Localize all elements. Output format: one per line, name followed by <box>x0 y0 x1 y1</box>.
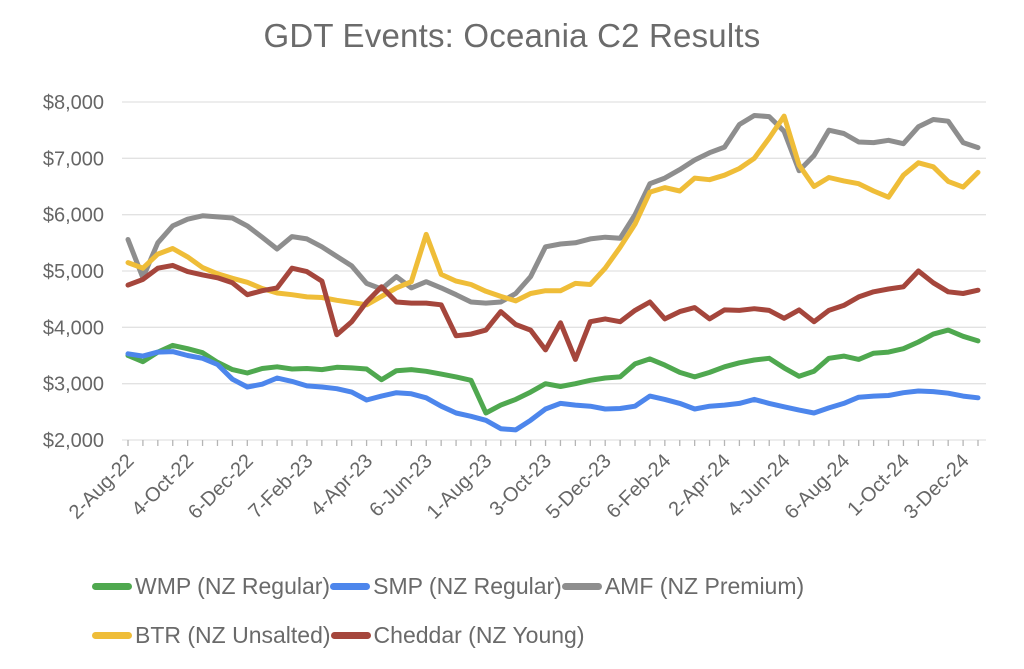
series-line-cheddar <box>125 262 981 362</box>
legend-item-smp: SMP (NZ Regular) <box>330 569 562 603</box>
y-axis-label-8000: $8,000 <box>43 92 104 114</box>
x-axis-label-3-Dec-24: 3-Dec-24 <box>900 450 974 524</box>
legend-swatch-cheddar <box>330 631 371 639</box>
x-axis-label-6-Aug-24: 6-Aug-24 <box>781 450 855 524</box>
y-axis-label-5000: $5,000 <box>43 261 104 283</box>
series-line-amf <box>125 113 981 306</box>
legend-label-wmp: WMP (NZ Regular) <box>135 572 331 599</box>
y-axis-label-4000: $4,000 <box>43 317 104 339</box>
y-axis-label-2000: $2,000 <box>43 430 104 452</box>
series-line-btr <box>125 113 981 308</box>
chart-legend: WMP (NZ Regular) SMP (NZ Regular) AMF (NZ … <box>92 569 976 652</box>
legend-item-btr: BTR (NZ Unsalted) <box>92 618 331 652</box>
x-axis-label-6-Dec-22: 6-Dec-22 <box>184 450 258 524</box>
x-axis-label-2-Apr-24: 2-Apr-24 <box>664 450 735 521</box>
x-axis-label-1-Aug-23: 1-Aug-23 <box>423 450 497 524</box>
y-axis-label-6000: $6,000 <box>43 205 104 227</box>
legend-label-amf: AMF (NZ Premium) <box>604 572 805 599</box>
legend-item-cheddar: Cheddar (NZ Young) <box>330 618 585 652</box>
x-axis-label-7-Feb-23: 7-Feb-23 <box>245 450 318 523</box>
x-axis-label-5-Dec-23: 5-Dec-23 <box>542 450 616 524</box>
series-line-wmp <box>125 327 981 416</box>
x-axis-label-6-Feb-24: 6-Feb-24 <box>602 450 675 523</box>
x-axis-label-2-Aug-22: 2-Aug-22 <box>65 450 139 524</box>
y-axis-label-3000: $3,000 <box>43 374 104 396</box>
series-line-smp <box>125 349 981 433</box>
x-axis-label-4-Apr-23: 4-Apr-23 <box>307 450 378 521</box>
legend-label-cheddar: Cheddar (NZ Young) <box>373 621 585 648</box>
legend-label-btr: BTR (NZ Unsalted) <box>135 621 331 648</box>
legend-item-amf: AMF (NZ Premium) <box>561 569 805 603</box>
legend-label-smp: SMP (NZ Regular) <box>373 572 562 599</box>
legend-swatch-wmp <box>92 582 132 590</box>
legend-item-wmp: WMP (NZ Regular) <box>92 569 330 603</box>
legend-swatch-btr <box>92 631 132 639</box>
y-axis-label-7000: $7,000 <box>43 148 104 170</box>
legend-swatch-amf <box>561 582 602 590</box>
chart-title: GDT Events: Oceania C2 Results <box>263 17 761 54</box>
legend-swatch-smp <box>330 582 371 590</box>
